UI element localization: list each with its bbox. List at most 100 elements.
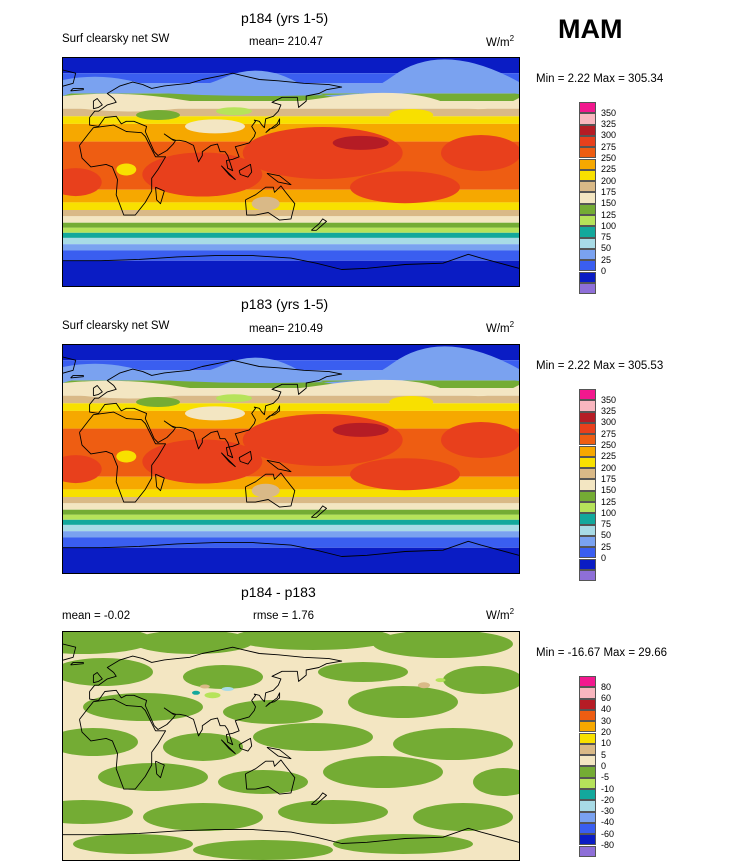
coastline [92,98,103,110]
colorbar-swatch [579,411,596,423]
field-band [63,227,519,233]
panel2-units: W/m2 [486,320,515,335]
colorbar-swatch [579,777,596,789]
field-band [63,346,519,384]
colorbar-swatch [579,766,596,778]
colorbar-swatch [579,789,596,801]
colorbar-label: 125 [601,496,617,507]
field-band [63,497,519,504]
colorbar-label: 125 [601,209,617,220]
colorbar-label: 50 [601,243,612,254]
colorbar-swatch [579,558,596,570]
coastline [244,185,296,221]
colorbar-swatch [579,282,596,295]
panel3-minmax: Min = -16.67 Max = 29.66 [536,647,668,659]
field-band [136,397,180,407]
coastline [266,172,292,186]
coastline [79,411,167,503]
colorbar-swatch [579,709,596,722]
field-band [63,59,519,97]
coastline [92,672,103,684]
field-band [185,406,245,421]
diff-blob [413,803,513,831]
panel3-rmse-label: rmse = 1.76 [253,610,315,622]
colorbar-swatch [579,113,596,125]
field-band [63,168,102,197]
coastline [155,473,165,492]
colorbar-swatch [579,434,596,446]
panel1-colorbar: 350 325 300 275 250 225 200 175 150 125 100 75 50 25 0 [579,102,616,295]
field-band [441,422,519,458]
coastline [265,405,281,421]
colorbar-label: 200 [601,175,617,186]
field-band [389,109,434,121]
colorbar-swatch [579,102,596,114]
panel3-map [62,631,520,861]
panel3-colorbar: 80 60 40 30 20 10 5 0 -5 -10 -20 -30 -40 -60 -80 [579,676,614,857]
field-band [63,244,519,251]
field-band [63,250,519,261]
field-band [63,524,519,532]
field-band [251,483,280,498]
field-band [63,123,519,132]
colorbar-label: 275 [601,141,617,152]
colorbar-swatch [579,422,596,435]
field-band [63,514,519,520]
colorbar-label: 175 [601,473,617,484]
colorbar-label: 225 [601,451,617,462]
colorbar-swatch [579,721,596,733]
field-band [63,210,519,217]
map-field-layer [63,345,519,573]
colorbar-label: -10 [601,783,615,794]
coastline [63,253,519,270]
colorbar-label: -40 [601,817,615,828]
colorbar-label: 50 [601,530,612,541]
coastlines [63,356,519,557]
panel1-mean-label: mean= 210.47 [249,36,323,48]
diff-blob [63,632,153,654]
field-band [63,260,519,286]
coastline [92,385,103,397]
colorbar-label: 0 [601,760,607,771]
field-band [242,127,403,179]
diff-blob [443,666,519,694]
coastline [70,661,84,666]
field-band [63,360,519,371]
coastline [63,540,519,557]
colorbar-swatch [579,215,596,227]
field-band [63,222,519,228]
coastline [265,692,281,708]
coastline [220,165,236,181]
colorbar-swatch [579,124,596,136]
panel1-minmax: Min = 2.22 Max = 305.34 [536,73,664,85]
colorbar-label: 30 [601,715,612,726]
colorbar-label: 150 [601,485,617,496]
coastlines [63,69,519,270]
colorbar-label: -5 [601,772,610,783]
colorbar-label: 250 [601,440,617,450]
field-band [216,107,252,116]
panel2-minmax: Min = 2.22 Max = 305.53 [536,360,664,372]
diff-blob [323,756,443,788]
colorbar-label: 100 [601,507,617,518]
diff-blob [163,733,243,761]
coastline [266,746,292,760]
colorbar-swatch [579,698,596,710]
field-band [63,519,519,525]
colorbar-swatch [579,513,596,525]
colorbar-swatch [579,822,596,835]
field-band [63,403,519,411]
colorbar-label: 175 [601,186,617,197]
coastline [244,759,296,795]
field-band [63,108,519,117]
colorbar-swatch [579,524,596,536]
panel1-map [62,57,520,287]
field-band [350,171,460,204]
diff-blob [221,687,234,691]
panel2-mean-label: mean= 210.49 [249,323,323,335]
colorbar-swatch [579,490,596,502]
panel2-title: p183 (yrs 1-5) [241,296,329,312]
coastline [70,374,84,379]
field-band [63,547,519,573]
field-band [441,135,519,171]
